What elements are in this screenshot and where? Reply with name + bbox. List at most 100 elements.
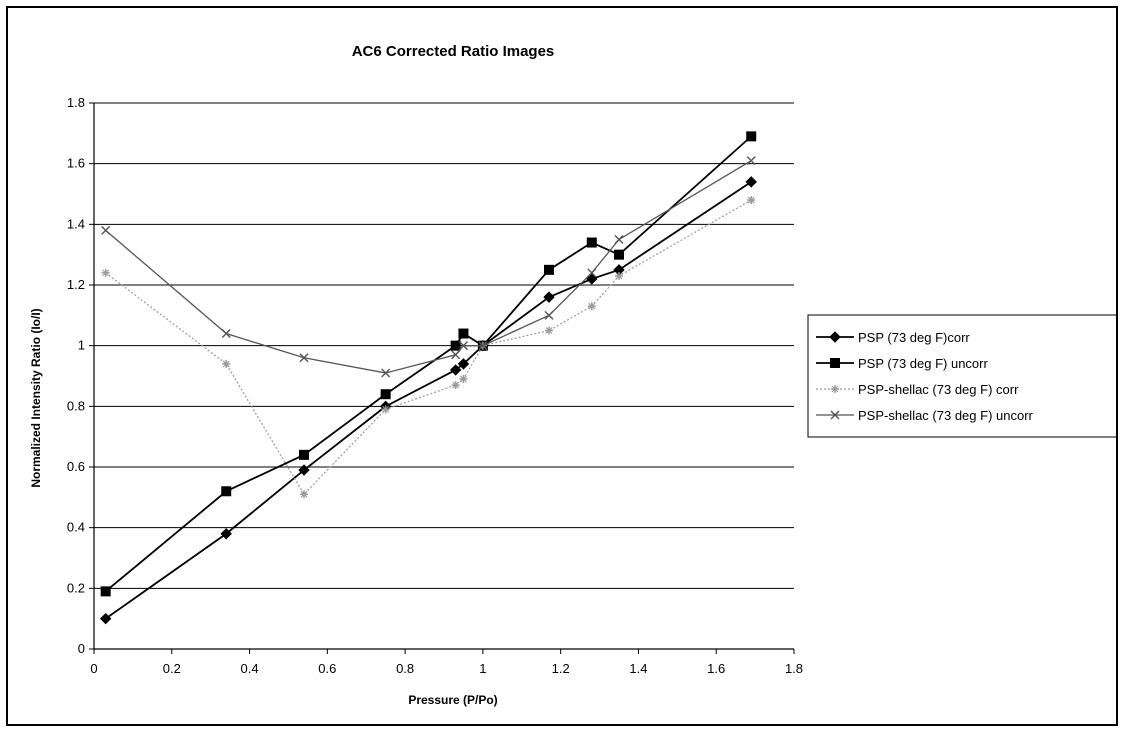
x-stroke [221, 329, 231, 339]
legend-item: PSP (73 deg F) uncorr [816, 356, 988, 371]
data-point-star [615, 271, 623, 280]
series-3 [101, 156, 756, 378]
star-stroke [382, 405, 390, 413]
x-stroke [544, 310, 554, 320]
data-point-diamond [829, 331, 841, 343]
series-line [105, 199, 752, 496]
legend: PSP (73 deg F)corr PSP (73 deg F) uncorr P… [807, 314, 1116, 438]
series-line [105, 181, 752, 620]
data-point-x [746, 156, 756, 166]
data-point-star [831, 385, 839, 393]
x-stroke [299, 353, 309, 363]
x-tick-label: 1.8 [785, 661, 803, 676]
y-tick-label: 0.2 [67, 580, 85, 595]
data-point-square [586, 237, 597, 248]
y-tick-label: 1.8 [67, 95, 85, 110]
legend-item: PSP-shellac (73 deg F) uncorr [816, 408, 1034, 423]
data-point-star [300, 490, 308, 499]
data-point-diamond [543, 291, 555, 303]
legend-item: PSP (73 deg F)corr [816, 330, 970, 345]
x-tick-label: 0.6 [318, 661, 336, 676]
data-point-diamond [220, 528, 232, 540]
data-point-diamond [99, 612, 112, 625]
data-point-square [614, 249, 624, 260]
star-stroke [460, 375, 467, 383]
x-stroke [451, 350, 461, 360]
x-stroke [746, 156, 756, 166]
series-layer [99, 131, 757, 625]
x-stroke [614, 235, 624, 244]
data-point-x [221, 329, 231, 339]
x-tick-label: 1.2 [552, 661, 570, 676]
x-stroke [381, 368, 391, 378]
x-tick-label: 0 [90, 661, 97, 676]
data-point-square [458, 328, 469, 339]
data-point-diamond [745, 176, 757, 188]
data-point-star [459, 375, 468, 384]
data-point-star [222, 359, 231, 368]
star-stroke [588, 302, 596, 310]
data-point-x [614, 235, 624, 244]
x-tick-label: 0.4 [241, 661, 259, 676]
data-point-x [299, 353, 309, 363]
data-point-star [587, 302, 596, 311]
series-1 [100, 131, 757, 597]
y-tick-label: 0.4 [67, 520, 85, 535]
data-point-star [381, 405, 390, 414]
data-point-square [380, 389, 391, 400]
legend-item: PSP-shellac (73 deg F) corr [816, 382, 1019, 397]
chart-title: AC6 Corrected Ratio Images [352, 43, 555, 60]
x-tick-label: 1.4 [629, 661, 647, 676]
star-stroke [831, 385, 839, 393]
data-point-x [451, 350, 461, 360]
y-tick-label: 1.2 [67, 277, 85, 292]
x-stroke [101, 225, 111, 235]
x-stroke [478, 341, 488, 351]
star-stroke [747, 196, 755, 204]
axis-layer: 0 0.2 0.4 0.6 0.8 1 1.2 1.4 1.6 1.8 0 0.2 0.4 0.6 0.8 1… [67, 95, 803, 676]
legend-box [807, 314, 1116, 438]
series-line [105, 135, 752, 593]
star-stroke [452, 381, 460, 389]
data-point-x [830, 410, 840, 420]
series-2 [101, 196, 756, 499]
y-tick-label: 0.6 [67, 459, 85, 474]
data-point-diamond [586, 273, 598, 285]
legend-label: PSP (73 deg F)corr [858, 330, 970, 345]
data-point-square [450, 340, 461, 351]
data-point-square [299, 449, 309, 460]
y-axis-label: Normalized Intensity Ratio (Io/I) [29, 308, 43, 487]
data-point-square [830, 358, 840, 368]
data-point-diamond [298, 464, 310, 476]
grid-layer [94, 102, 794, 589]
data-point-star [101, 268, 110, 277]
star-stroke [545, 327, 553, 334]
x-stroke [587, 268, 597, 278]
y-tick-label: 0 [78, 641, 85, 656]
data-point-star [747, 196, 756, 205]
data-point-x [458, 341, 468, 351]
x-stroke [458, 341, 468, 351]
y-tick-label: 1 [78, 338, 85, 353]
data-point-square [100, 586, 111, 597]
star-stroke [222, 360, 230, 368]
data-point-star [451, 381, 460, 390]
legend-label: PSP (73 deg F) uncorr [858, 356, 988, 371]
x-tick-label: 1.6 [707, 661, 725, 676]
series-0 [99, 176, 757, 625]
series-line [105, 160, 752, 374]
data-point-square [221, 486, 232, 497]
data-point-x [544, 310, 554, 320]
data-point-x [587, 268, 597, 278]
x-tick-label: 0.2 [163, 661, 181, 676]
x-stroke [830, 410, 840, 420]
chart-frame: AC6 Corrected Ratio Images Pressure (P/P… [6, 6, 1118, 726]
data-point-star [545, 326, 553, 335]
star-stroke [300, 490, 308, 498]
data-point-square [746, 131, 757, 142]
data-point-diamond [457, 358, 470, 370]
data-point-x [478, 341, 488, 351]
y-tick-label: 1.6 [67, 156, 85, 171]
y-tick-label: 0.8 [67, 398, 85, 413]
x-tick-label: 1 [479, 661, 486, 676]
